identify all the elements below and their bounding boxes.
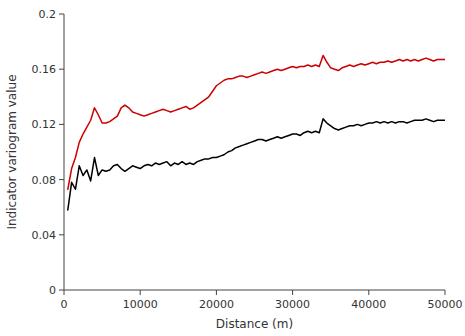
x-tick-label: 40000 [351, 298, 386, 311]
y-axis-label: Indicator variogram value [5, 74, 19, 229]
y-tick-label: 0 [49, 284, 56, 297]
y-tick [59, 290, 64, 291]
y-tick-label: 0.08 [32, 174, 57, 187]
y-tick-label: 0.04 [32, 229, 57, 242]
y-axis-line [64, 14, 65, 290]
x-tick-label: 0 [61, 298, 68, 311]
chart: 0 10000 20000 30000 40000 50000 0 0.04 0.08 0.12 0… [0, 0, 465, 336]
y-tick [59, 14, 64, 15]
y-tick-label: 0.16 [32, 63, 57, 76]
x-tick [292, 290, 293, 295]
series-line [68, 119, 445, 210]
x-axis-line [64, 290, 445, 291]
x-tick [368, 290, 369, 295]
y-tick-label: 0.12 [32, 118, 57, 131]
x-tick-label: 30000 [275, 298, 310, 311]
x-tick [216, 290, 217, 295]
y-tick [59, 179, 64, 180]
series-line [68, 55, 445, 189]
y-tick-label: 0.2 [39, 8, 57, 21]
page: {"chart_data": { "type": "line", "xlabel… [0, 0, 465, 336]
x-tick [64, 290, 65, 295]
x-tick-label: 10000 [123, 298, 158, 311]
y-tick [59, 234, 64, 235]
axes: 0 10000 20000 30000 40000 50000 0 0.04 0.08 0.12 0… [32, 8, 463, 311]
x-axis-label: Distance (m) [216, 317, 293, 331]
x-tick [445, 290, 446, 295]
y-tick [59, 69, 64, 70]
x-tick-label: 50000 [428, 298, 463, 311]
x-tick-label: 20000 [199, 298, 234, 311]
x-tick [140, 290, 141, 295]
plot-area [68, 55, 445, 210]
y-tick [59, 124, 64, 125]
